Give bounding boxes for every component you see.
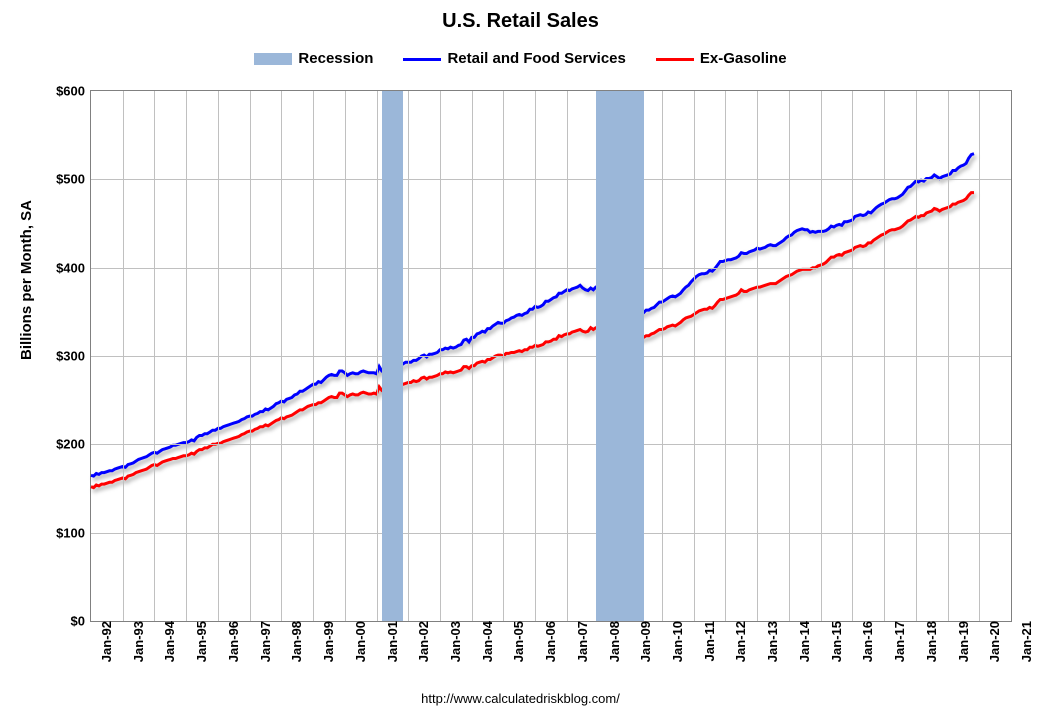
gridline-v — [757, 91, 758, 621]
legend-label: Retail and Food Services — [447, 50, 625, 67]
x-tick-label: Jan-00 — [349, 621, 368, 662]
y-axis-title: Billions per Month, SA — [18, 200, 35, 360]
legend-item: Ex-Gasoline — [656, 50, 787, 67]
gridline-v — [567, 91, 568, 621]
x-tick-label: Jan-01 — [381, 621, 400, 662]
x-tick-label: Jan-13 — [761, 621, 780, 662]
gridline-v — [186, 91, 187, 621]
gridline-v — [313, 91, 314, 621]
x-tick-label: Jan-08 — [603, 621, 622, 662]
legend-label: Recession — [298, 50, 373, 67]
recession-band — [382, 91, 403, 621]
y-tick-label: $0 — [71, 614, 91, 629]
x-tick-label: Jan-17 — [888, 621, 907, 662]
gridline-v — [377, 91, 378, 621]
x-tick-label: Jan-04 — [476, 621, 495, 662]
gridline-v — [662, 91, 663, 621]
x-tick-label: Jan-97 — [254, 621, 273, 662]
x-tick-label: Jan-16 — [856, 621, 875, 662]
gridline-h — [91, 268, 1011, 269]
legend-item: Recession — [254, 50, 373, 67]
y-tick-label: $100 — [56, 525, 91, 540]
gridline-v — [694, 91, 695, 621]
x-tick-label: Jan-14 — [793, 621, 812, 662]
y-tick-label: $300 — [56, 349, 91, 364]
series-line — [91, 154, 974, 476]
x-tick-label: Jan-99 — [317, 621, 336, 662]
chart-container: U.S. Retail Sales Recession Retail and Fo… — [0, 0, 1041, 712]
y-tick-label: $200 — [56, 437, 91, 452]
gridline-v — [884, 91, 885, 621]
legend-label: Ex-Gasoline — [700, 50, 787, 67]
x-tick-label: Jan-94 — [158, 621, 177, 662]
gridline-h — [91, 179, 1011, 180]
gridline-v — [440, 91, 441, 621]
gridline-v — [503, 91, 504, 621]
gridline-v — [472, 91, 473, 621]
x-tick-label: Jan-20 — [983, 621, 1002, 662]
gridline-v — [123, 91, 124, 621]
gridline-v — [789, 91, 790, 621]
gridline-v — [852, 91, 853, 621]
footer-url: http://www.calculatedriskblog.com/ — [0, 691, 1041, 706]
gridline-h — [91, 444, 1011, 445]
gridline-h — [91, 533, 1011, 534]
gridline-v — [250, 91, 251, 621]
x-tick-label: Jan-02 — [412, 621, 431, 662]
gridline-v — [345, 91, 346, 621]
x-tick-label: Jan-10 — [666, 621, 685, 662]
x-tick-label: Jan-06 — [539, 621, 558, 662]
gridline-v — [408, 91, 409, 621]
recession-band — [596, 91, 644, 621]
legend-line — [656, 58, 694, 61]
gridline-v — [821, 91, 822, 621]
x-tick-label: Jan-93 — [127, 621, 146, 662]
x-tick-label: Jan-21 — [1015, 621, 1034, 662]
legend-swatch — [254, 53, 292, 65]
y-tick-label: $600 — [56, 84, 91, 99]
gridline-v — [535, 91, 536, 621]
gridline-v — [948, 91, 949, 621]
x-tick-label: Jan-98 — [285, 621, 304, 662]
legend-line — [403, 58, 441, 61]
gridline-v — [281, 91, 282, 621]
x-tick-label: Jan-15 — [825, 621, 844, 662]
gridline-v — [725, 91, 726, 621]
legend: Recession Retail and Food Services Ex-Gaso… — [0, 50, 1041, 67]
x-tick-label: Jan-92 — [95, 621, 114, 662]
x-tick-label: Jan-96 — [222, 621, 241, 662]
gridline-v — [154, 91, 155, 621]
y-tick-label: $500 — [56, 172, 91, 187]
chart-title: U.S. Retail Sales — [0, 10, 1041, 33]
gridline-h — [91, 356, 1011, 357]
x-tick-label: Jan-12 — [729, 621, 748, 662]
x-tick-label: Jan-19 — [952, 621, 971, 662]
y-tick-label: $400 — [56, 260, 91, 275]
x-tick-label: Jan-95 — [190, 621, 209, 662]
gridline-v — [916, 91, 917, 621]
x-tick-label: Jan-07 — [571, 621, 590, 662]
x-tick-label: Jan-11 — [698, 621, 717, 661]
gridline-v — [218, 91, 219, 621]
x-tick-label: Jan-03 — [444, 621, 463, 662]
x-tick-label: Jan-09 — [634, 621, 653, 662]
x-tick-label: Jan-05 — [507, 621, 526, 662]
x-tick-label: Jan-18 — [920, 621, 939, 662]
plot-area: $0$100$200$300$400$500$600Jan-92Jan-93Ja… — [90, 90, 1012, 622]
legend-item: Retail and Food Services — [403, 50, 625, 67]
gridline-v — [979, 91, 980, 621]
